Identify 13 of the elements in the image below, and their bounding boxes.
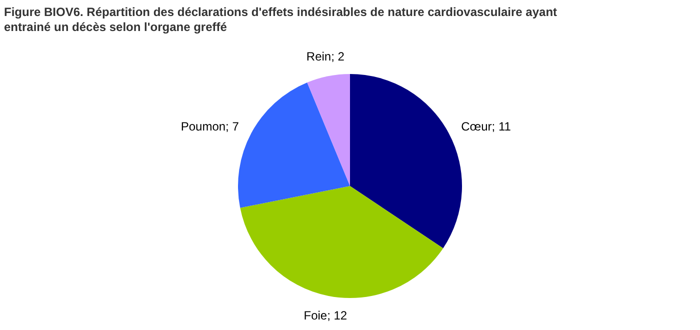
data-label: ; 2 [331, 49, 345, 64]
slice-label: Cœur [461, 120, 492, 134]
pie-slice [307, 74, 350, 186]
pie-slice [238, 82, 350, 208]
pie-slice [240, 186, 444, 298]
pie-slice [350, 74, 462, 248]
data-label: ; 7 [226, 120, 240, 134]
chart-title: Figure BIOV6. Répartition des déclarations d'effets indésirables de nature cardiovasculaire ayant entrainé un décès selon l'organe greffé [4, 5, 558, 34]
data-label: ; 11 [492, 120, 512, 134]
slice-label: Foie [304, 308, 328, 323]
slice-label: Poumon [180, 120, 226, 134]
slice-label: Rein [306, 49, 332, 64]
data-label: ; 12 [327, 308, 348, 323]
